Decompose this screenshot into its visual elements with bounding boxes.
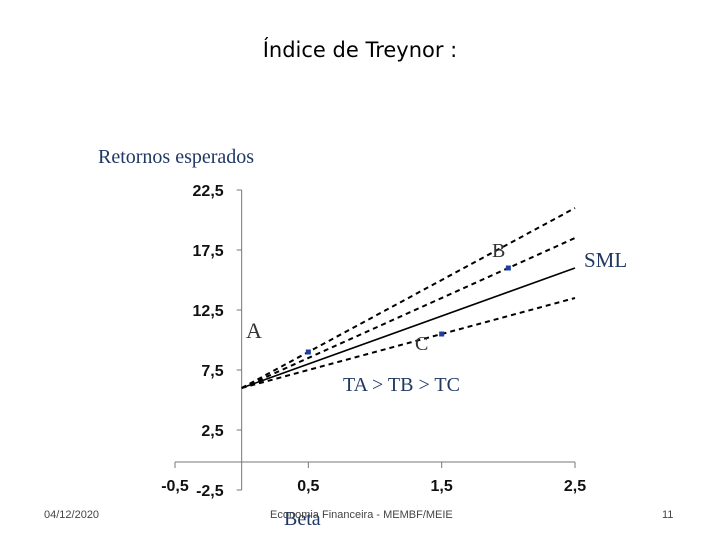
chart-axes <box>175 190 575 490</box>
y-tick-label: 17,5 <box>193 243 224 260</box>
chart-points <box>305 265 511 355</box>
treynor-line-1 <box>241 207 576 389</box>
chart-ticks: -2,5 2,5 7,5 12,5 17,5 22,5 -0,5 0,5 1,5 2,5 <box>161 183 586 500</box>
treynor-inequality: TA > TB > TC <box>343 374 460 397</box>
point-label-a: A <box>246 318 262 343</box>
gt-sign-2: > <box>418 374 430 396</box>
tb-term: TB <box>387 374 414 396</box>
treynor-line-2 <box>241 237 576 389</box>
data-point-b <box>505 265 511 271</box>
y-tick-label: -2,5 <box>196 483 224 500</box>
y-tick-label: 12,5 <box>193 303 224 320</box>
ta-term: TA <box>343 374 367 396</box>
x-tick-label: -0,5 <box>161 478 189 495</box>
data-point-a <box>305 349 311 355</box>
chart-lines <box>241 207 576 389</box>
point-label-c: C <box>415 333 429 355</box>
y-axis-label: Retornos esperados <box>98 146 255 168</box>
x-axis-label: Beta <box>284 508 321 530</box>
data-point-c <box>439 331 445 337</box>
page-number: 11 <box>662 509 674 521</box>
x-tick-label: 0,5 <box>297 478 319 495</box>
point-label-b: B <box>492 240 506 262</box>
treynor-line-3 <box>241 297 576 389</box>
x-tick-label: 2,5 <box>564 478 586 495</box>
slide-title: Índice de Treynor : <box>262 38 458 62</box>
footer-date: 04/12/2020 <box>44 509 100 521</box>
sml-label: SML <box>584 248 628 272</box>
x-tick-label: 1,5 <box>431 478 453 495</box>
y-tick-label: 2,5 <box>201 423 223 440</box>
y-tick-label: 22,5 <box>193 183 224 200</box>
sml-line <box>241 267 576 389</box>
tc-term: TC <box>434 374 460 396</box>
gt-sign-1: > <box>371 374 384 396</box>
y-tick-label: 7,5 <box>201 363 223 380</box>
footer-center: Economia Financeira - MEMBF/MEIE <box>270 509 453 521</box>
